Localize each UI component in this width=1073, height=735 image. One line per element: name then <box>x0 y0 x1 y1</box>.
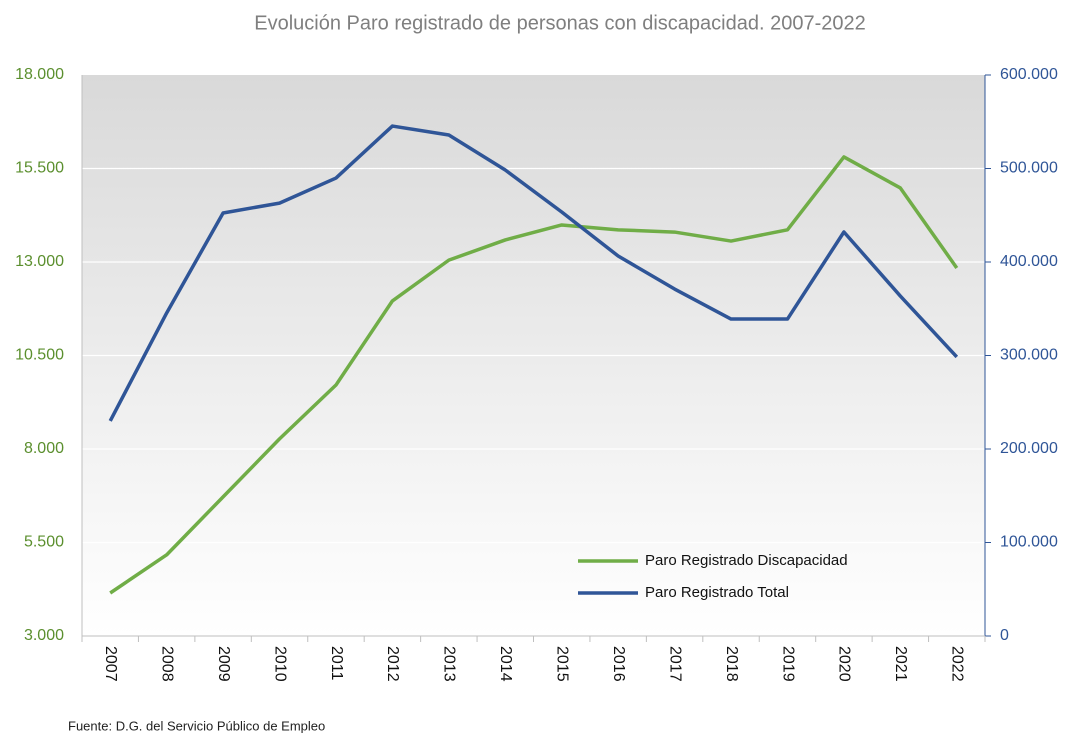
legend-label: Paro Registrado Total <box>645 584 789 601</box>
y-tick-label: 18.000 <box>15 66 64 83</box>
x-tick-label: 2015 <box>553 646 570 682</box>
x-tick-label: 2011 <box>328 646 345 681</box>
y2-tick-label: 600.000 <box>1000 66 1058 83</box>
legend-label: Paro Registrado Discapacidad <box>645 552 848 569</box>
x-tick-label: 2017 <box>666 646 683 682</box>
y2-tick-label: 500.000 <box>1000 160 1058 177</box>
x-tick-label: 2021 <box>892 646 909 682</box>
y2-tick-label: 400.000 <box>1000 253 1058 270</box>
y-tick-label: 15.500 <box>15 160 64 177</box>
x-tick-label: 2013 <box>441 646 458 682</box>
x-tick-label: 2008 <box>158 646 175 682</box>
y-tick-label: 10.500 <box>15 347 64 364</box>
x-tick-label: 2012 <box>384 646 401 682</box>
x-tick-label: 2020 <box>836 646 853 682</box>
x-tick-label: 2009 <box>215 646 232 682</box>
y-tick-label: 5.500 <box>24 534 64 551</box>
x-tick-label: 2007 <box>102 646 119 682</box>
source-note: Fuente: D.G. del Servicio Público de Emp… <box>68 718 325 733</box>
x-tick-label: 2018 <box>723 646 740 682</box>
x-tick-label: 2016 <box>610 646 627 682</box>
y2-tick-label: 100.000 <box>1000 534 1058 551</box>
y2-tick-label: 300.000 <box>1000 347 1058 364</box>
x-tick-label: 2022 <box>949 646 966 682</box>
x-tick-label: 2010 <box>271 646 288 682</box>
series-line <box>109 155 959 595</box>
y-tick-label: 13.000 <box>15 253 64 270</box>
y-tick-label: 8.000 <box>24 440 64 457</box>
x-tick-label: 2019 <box>779 646 796 682</box>
y2-tick-label: 200.000 <box>1000 440 1058 457</box>
y-tick-label: 3.000 <box>24 627 64 644</box>
series-line <box>108 124 959 422</box>
y2-tick-label: 0 <box>1000 627 1009 644</box>
chart-title: Evolución Paro registrado de personas co… <box>254 12 866 34</box>
x-tick-label: 2014 <box>497 646 514 682</box>
